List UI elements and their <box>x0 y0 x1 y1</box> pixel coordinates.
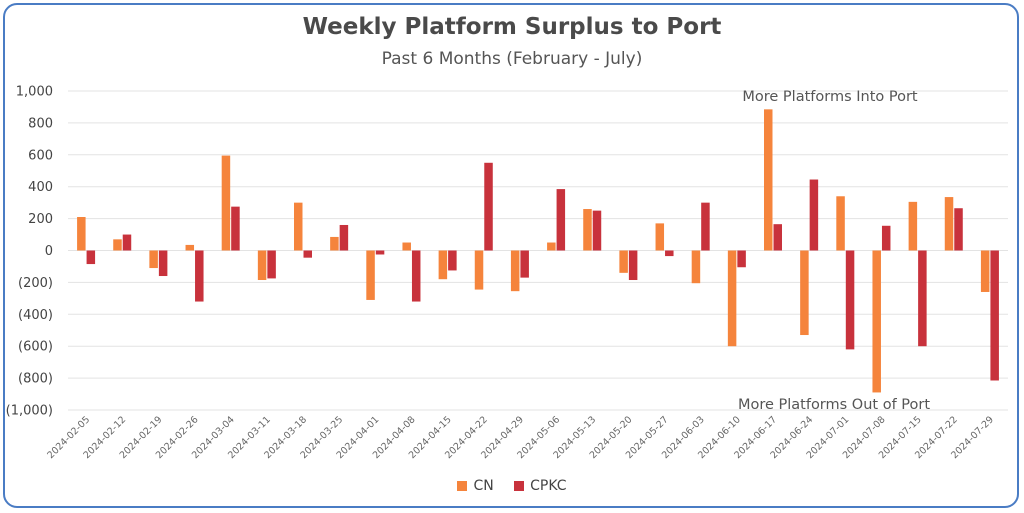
bar-cn-2024-04-08[interactable] <box>402 242 411 251</box>
bar-cpkc-2024-03-25[interactable] <box>339 224 349 251</box>
legend-label-cpkc: CPKC <box>530 478 567 494</box>
annotation-into-port: More Platforms Into Port <box>742 89 918 105</box>
bar-cpkc-2024-04-15[interactable] <box>448 250 457 271</box>
bar-cn-2024-03-25[interactable] <box>330 236 339 251</box>
legend-label-cn: CN <box>473 478 494 494</box>
legend-item-cn[interactable]: CN <box>457 478 494 494</box>
bar-cpkc-2024-04-22[interactable] <box>484 162 493 251</box>
bar-cpkc-2024-07-15[interactable] <box>918 250 927 347</box>
bar-cn-2024-07-22[interactable] <box>944 197 954 251</box>
bar-cn-2024-03-04[interactable] <box>221 155 231 251</box>
bar-cpkc-2024-04-01[interactable] <box>375 250 385 255</box>
bar-cn-2024-06-17[interactable] <box>764 109 773 251</box>
bar-cpkc-2024-03-18[interactable] <box>303 250 313 258</box>
y-tick-label: (600) <box>18 340 53 355</box>
bar-cn-2024-04-01[interactable] <box>366 250 375 300</box>
bar-cpkc-2024-02-26[interactable] <box>195 250 204 302</box>
y-tick-label: (1,000) <box>6 404 53 419</box>
legend: CN CPKC <box>0 478 1024 495</box>
bar-cn-2024-06-24[interactable] <box>800 250 809 336</box>
bar-cpkc-2024-06-17[interactable] <box>773 224 783 251</box>
gridlines <box>68 90 1008 411</box>
y-tick-label: (400) <box>18 308 53 323</box>
bars <box>77 109 999 393</box>
bar-cn-2024-02-19[interactable] <box>149 250 158 269</box>
bar-cpkc-2024-02-19[interactable] <box>158 250 168 277</box>
bar-cn-2024-05-13[interactable] <box>583 209 592 251</box>
y-tick-label: (800) <box>18 372 53 387</box>
annotation-out-of-port: More Platforms Out of Port <box>738 397 930 413</box>
bar-cn-2024-04-29[interactable] <box>510 250 520 292</box>
bar-cpkc-2024-06-10[interactable] <box>737 250 746 268</box>
bar-cn-2024-05-20[interactable] <box>619 250 628 273</box>
bar-cn-2024-04-22[interactable] <box>474 250 484 290</box>
bar-cn-2024-03-11[interactable] <box>257 250 267 281</box>
bar-cpkc-2024-07-08[interactable] <box>881 225 891 251</box>
y-tick-label: 600 <box>28 148 53 163</box>
bar-cpkc-2024-05-20[interactable] <box>628 250 638 281</box>
chart-title: Weekly Platform Surplus to Port <box>302 14 722 40</box>
legend-item-cpkc[interactable]: CPKC <box>514 478 567 494</box>
bar-cpkc-2024-05-13[interactable] <box>592 210 602 251</box>
bar-cpkc-2024-07-29[interactable] <box>990 250 999 381</box>
y-tick-label: 1,000 <box>16 85 53 100</box>
bar-cpkc-2024-02-12[interactable] <box>122 234 132 251</box>
chart-subtitle: Past 6 Months (February - July) <box>381 49 643 69</box>
bar-cn-2024-06-10[interactable] <box>727 250 737 347</box>
bar-cpkc-2024-05-27[interactable] <box>665 250 674 257</box>
y-tick-label: 200 <box>28 212 53 227</box>
bar-cn-2024-04-15[interactable] <box>438 250 448 280</box>
y-tick-label: 800 <box>28 116 53 131</box>
bar-cn-2024-06-03[interactable] <box>691 250 701 284</box>
bar-cn-2024-02-05[interactable] <box>77 217 86 251</box>
bar-cpkc-2024-04-08[interactable] <box>411 250 421 302</box>
bar-cpkc-2024-07-22[interactable] <box>954 208 963 251</box>
bar-cn-2024-07-08[interactable] <box>872 250 881 393</box>
bar-cpkc-2024-05-06[interactable] <box>556 189 566 251</box>
bar-cn-2024-07-29[interactable] <box>980 250 990 292</box>
bar-cpkc-2024-06-03[interactable] <box>701 202 710 251</box>
bar-cpkc-2024-03-04[interactable] <box>231 206 240 251</box>
bar-cn-2024-05-06[interactable] <box>547 242 556 251</box>
bar-cpkc-2024-07-01[interactable] <box>845 250 855 350</box>
bar-cn-2024-02-26[interactable] <box>185 244 195 251</box>
y-tick-label: 0 <box>45 244 53 259</box>
bar-cn-2024-02-12[interactable] <box>113 239 122 251</box>
bar-cpkc-2024-03-11[interactable] <box>267 250 276 279</box>
bar-cn-2024-07-01[interactable] <box>836 196 845 251</box>
bar-cpkc-2024-04-29[interactable] <box>520 250 529 278</box>
bar-cn-2024-07-15[interactable] <box>908 201 918 251</box>
y-tick-label: (200) <box>18 276 53 291</box>
legend-swatch-cpkc <box>514 481 525 491</box>
bar-cn-2024-05-27[interactable] <box>655 223 665 251</box>
bar-cpkc-2024-06-24[interactable] <box>809 179 819 251</box>
x-axis-ticks: 2024-02-052024-02-122024-02-192024-02-26… <box>45 414 996 461</box>
bar-cn-2024-03-18[interactable] <box>294 202 303 251</box>
bar-cpkc-2024-02-05[interactable] <box>86 250 96 265</box>
legend-swatch-cn <box>457 481 468 491</box>
y-tick-label: 400 <box>28 180 53 195</box>
y-axis-ticks: (1,000) (800) (600) (400) (200) 0 200 400 600 800… <box>6 85 53 419</box>
